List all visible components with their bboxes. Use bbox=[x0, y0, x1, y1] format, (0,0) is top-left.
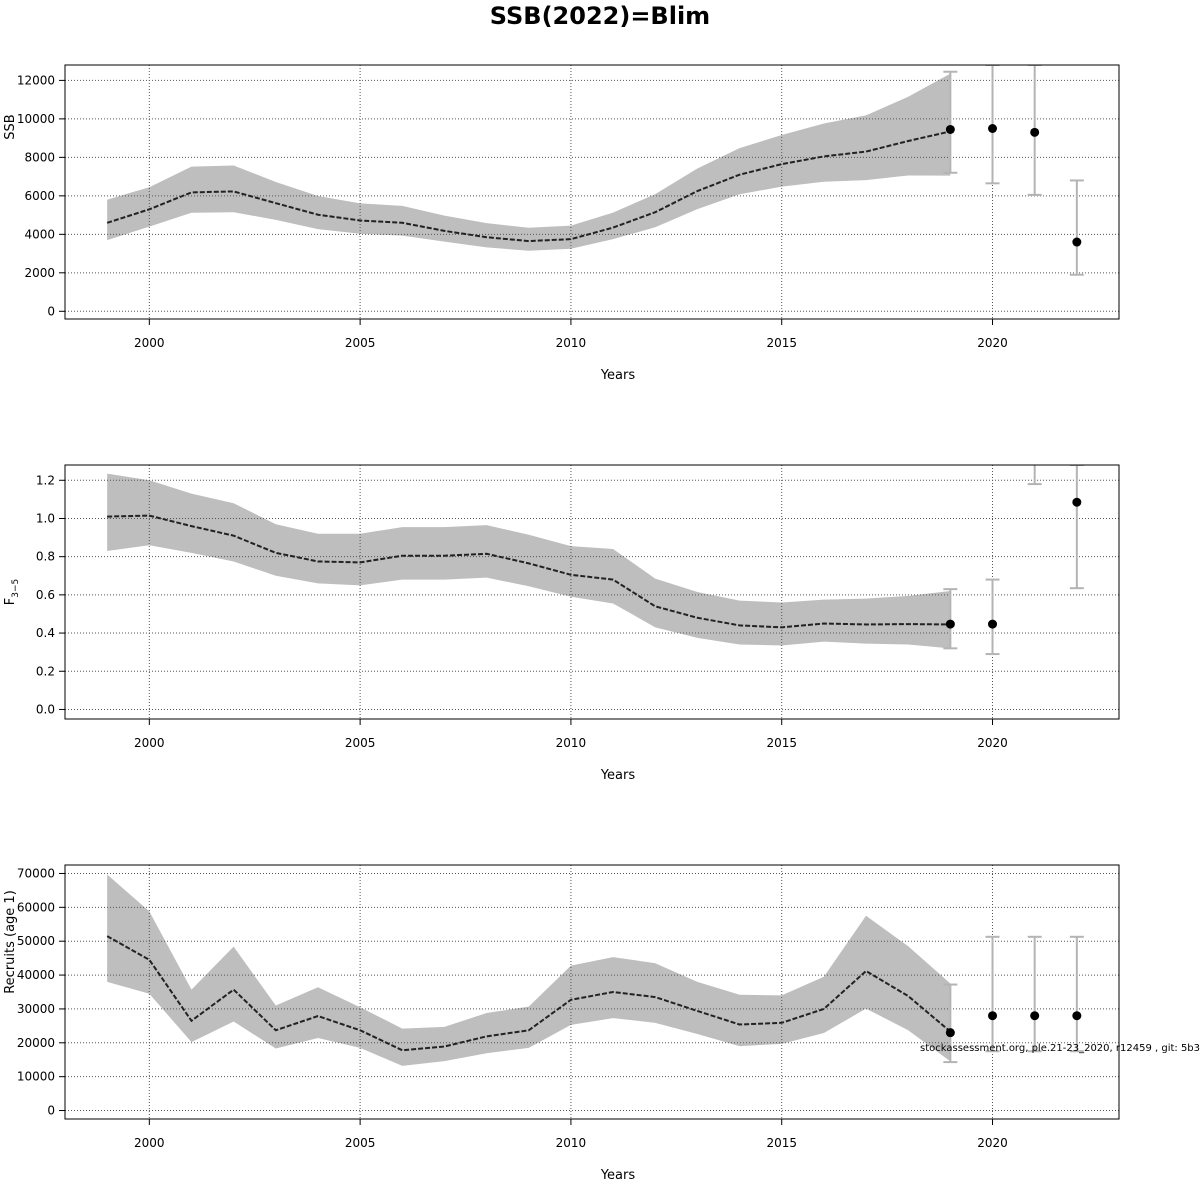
rec-ytick-label: 20000 bbox=[17, 1036, 55, 1050]
ssb-xtick-label: 2000 bbox=[134, 336, 165, 350]
f-forecast-point bbox=[1030, 399, 1039, 408]
ssb-xtick-label: 2005 bbox=[345, 336, 376, 350]
f-xtick-label: 2005 bbox=[345, 736, 376, 750]
rec-xtick-label: 2000 bbox=[134, 1136, 165, 1150]
figure-title: SSB(2022)=Blim bbox=[490, 2, 710, 30]
rec-estimate-line bbox=[106, 935, 952, 1052]
f-frame bbox=[64, 464, 1120, 720]
ssb-ytick-label: 12000 bbox=[17, 73, 55, 87]
ssb-ytick-label: 4000 bbox=[24, 227, 55, 241]
f-xtick-label: 2000 bbox=[134, 736, 165, 750]
rec-xtick-label: 2015 bbox=[766, 1136, 797, 1150]
rec-xtick-label: 2005 bbox=[345, 1136, 376, 1150]
f-xtick-label: 2020 bbox=[977, 736, 1008, 750]
rec-forecast-point bbox=[988, 1011, 998, 1021]
rec-plot-area bbox=[65, 865, 1119, 1119]
rec-confidence-band bbox=[107, 874, 951, 1066]
footer-text: stockassessment.org, ple.21-23_2020, r12… bbox=[920, 1043, 1200, 1054]
ssb-ytick-label: 2000 bbox=[24, 266, 55, 280]
f-xtick-label: 2010 bbox=[556, 736, 587, 750]
f-xlabel: Years bbox=[600, 768, 636, 783]
f-forecast-point bbox=[945, 619, 955, 629]
rec-ytick-label: 70000 bbox=[17, 866, 55, 880]
ssb-forecast-point bbox=[1030, 127, 1040, 137]
ssb-ytick-label: 0 bbox=[47, 304, 55, 318]
rec-ylabel: Recruits (age 1) bbox=[3, 890, 18, 994]
f-ylabel: F3−5 bbox=[3, 579, 21, 605]
f-estimate-line bbox=[107, 514, 951, 629]
rec-xtick-label: 2010 bbox=[556, 1136, 587, 1150]
rec-ytick-label: 0 bbox=[47, 1104, 55, 1118]
ssb-forecast-point bbox=[988, 124, 998, 133]
rec-ytick-label: 10000 bbox=[17, 1070, 55, 1084]
f-ytick-label: 0.6 bbox=[36, 588, 55, 602]
ssb-ylabel: SSB bbox=[3, 114, 18, 139]
rec-ytick-label: 40000 bbox=[17, 968, 55, 982]
fishing-mortality-panel: 2000 2005 2010 2015 2020 0.0 0.2 0.4 0.6 0.8 1.0 1.… bbox=[3, 399, 1120, 783]
ssb-confidence-band bbox=[107, 73, 951, 251]
f-plot-area bbox=[65, 399, 1119, 719]
f-ytick-label: 0.8 bbox=[36, 550, 55, 564]
rec-ytick-label: 50000 bbox=[17, 934, 55, 948]
ssb-plot-area bbox=[65, 65, 1119, 319]
f-ytick-label: 1.0 bbox=[36, 511, 55, 525]
ssb-panel: 2000 2005 2010 2015 2020 0 2000 4000 6000 8000 100… bbox=[3, 64, 1120, 383]
f-ytick-label: 0.0 bbox=[36, 702, 55, 716]
rec-ytick-label: 30000 bbox=[17, 1002, 55, 1016]
rec-forecast-point bbox=[945, 1028, 955, 1038]
ssb-xtick-label: 2015 bbox=[766, 336, 797, 350]
ssb-xtick-label: 2020 bbox=[977, 336, 1008, 350]
f-forecast-point bbox=[988, 619, 998, 629]
rec-ytick-label: 60000 bbox=[17, 900, 55, 914]
f-forecast-point bbox=[1072, 497, 1082, 507]
rec-frame bbox=[64, 864, 1120, 1120]
f-ytick-label: 0.4 bbox=[36, 626, 55, 640]
f-confidence-band bbox=[107, 473, 951, 649]
ssb-ytick-label: 10000 bbox=[17, 112, 55, 126]
rec-forecast-point bbox=[1030, 1011, 1040, 1021]
rec-xtick-label: 2020 bbox=[977, 1136, 1008, 1150]
ssb-forecast-point bbox=[945, 124, 955, 134]
rec-xlabel: Years bbox=[600, 1168, 636, 1183]
f-ylabel-subscript: 3−5 bbox=[11, 579, 21, 598]
ssb-xlabel: Years bbox=[600, 368, 636, 383]
ssb-ytick-label: 8000 bbox=[24, 150, 55, 164]
f-xtick-label: 2015 bbox=[766, 736, 797, 750]
ssb-xtick-label: 2010 bbox=[556, 336, 587, 350]
ssb-frame bbox=[64, 64, 1120, 320]
f-ytick-label: 1.2 bbox=[36, 473, 55, 487]
ssb-forecast-point bbox=[1072, 237, 1082, 247]
f-ytick-label: 0.2 bbox=[36, 664, 55, 678]
rec-forecast-point bbox=[1072, 1011, 1082, 1021]
ssb-ytick-label: 6000 bbox=[24, 189, 55, 203]
recruitment-panel: 2000 2005 2010 2015 2020 0 10000 20000 30000 4000… bbox=[3, 864, 1120, 1183]
